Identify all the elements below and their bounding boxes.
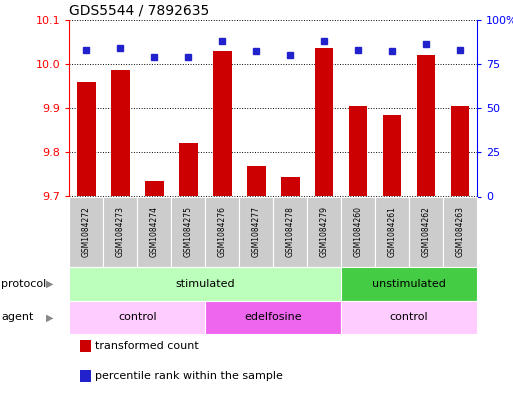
Text: GSM1084260: GSM1084260 [353,206,363,257]
Text: GSM1084272: GSM1084272 [82,206,91,257]
Text: GSM1084274: GSM1084274 [150,206,159,257]
Bar [315,48,333,196]
Bar [383,115,402,196]
Bar [205,196,239,267]
Text: protocol: protocol [1,279,46,289]
Text: ▶: ▶ [46,279,54,289]
Text: GDS5544 / 7892635: GDS5544 / 7892635 [69,3,209,17]
Bar [205,301,341,334]
Text: GSM1084263: GSM1084263 [456,206,465,257]
Text: GSM1084261: GSM1084261 [388,206,397,257]
Text: unstimulated: unstimulated [372,279,446,289]
Bar [77,81,95,196]
Text: GSM1084277: GSM1084277 [252,206,261,257]
Bar [341,267,477,301]
Bar [247,165,266,196]
Bar [307,196,341,267]
Bar [111,70,130,196]
Text: stimulated: stimulated [175,279,235,289]
Bar [69,267,341,301]
Bar [213,51,231,196]
Bar [171,196,205,267]
Text: edelfosine: edelfosine [244,312,302,322]
Bar [349,106,367,196]
Text: GSM1084276: GSM1084276 [218,206,227,257]
Text: GSM1084273: GSM1084273 [116,206,125,257]
Bar [341,301,477,334]
Bar [281,176,300,196]
Text: percentile rank within the sample: percentile rank within the sample [95,371,283,381]
Bar [239,196,273,267]
Bar [69,301,205,334]
Bar [409,196,443,267]
Bar [179,143,198,196]
Text: control: control [118,312,156,322]
Bar [341,196,375,267]
Bar [137,196,171,267]
Text: ▶: ▶ [46,312,54,322]
Bar [273,196,307,267]
Text: transformed count: transformed count [95,341,199,351]
Bar [417,55,436,196]
Text: GSM1084275: GSM1084275 [184,206,193,257]
Bar [69,196,103,267]
Bar [451,106,469,196]
Bar [375,196,409,267]
Bar [145,181,164,196]
Text: GSM1084278: GSM1084278 [286,206,294,257]
Text: GSM1084262: GSM1084262 [422,206,430,257]
Text: control: control [390,312,428,322]
Bar [103,196,137,267]
Text: GSM1084279: GSM1084279 [320,206,329,257]
Text: agent: agent [1,312,33,322]
Bar [443,196,477,267]
